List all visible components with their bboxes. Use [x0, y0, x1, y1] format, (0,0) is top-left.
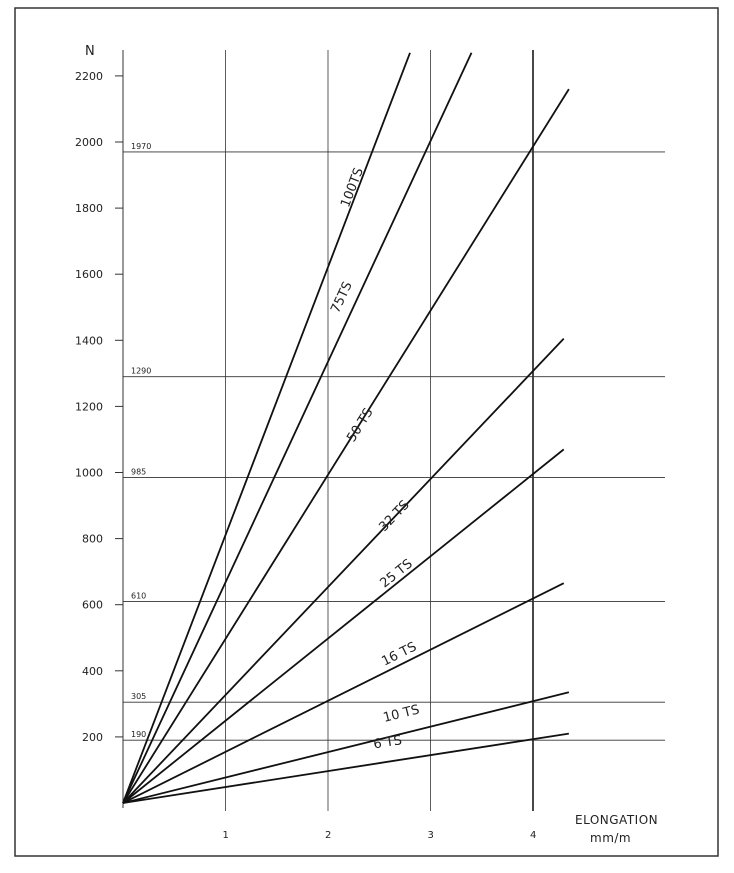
series-line — [122, 448, 565, 804]
reference-lines-layer: 1970 1290 985 610 305 190 — [123, 142, 665, 741]
y-tick-label: 1600 — [75, 268, 103, 281]
reference-line-label: 985 — [131, 467, 146, 476]
series-line — [122, 691, 570, 804]
y-tick-label: 1400 — [75, 334, 103, 347]
reference-line-label: 1970 — [131, 142, 151, 151]
series-line — [122, 732, 570, 804]
y-tick-label: 400 — [82, 665, 103, 678]
y-tick-label: 200 — [82, 731, 103, 744]
y-tick-label: 800 — [82, 533, 103, 546]
reference-line-label: 305 — [131, 692, 146, 701]
grid-layer — [225, 50, 534, 811]
y-tick-label: 1000 — [75, 467, 103, 480]
reference-line-label: 610 — [131, 591, 146, 600]
x-axis-title-line2: mm/m — [590, 831, 631, 845]
series-line — [122, 52, 473, 804]
x-tick-label: 2 — [325, 830, 331, 841]
reference-line-label: 1290 — [131, 367, 151, 376]
y-tick-label: 600 — [82, 599, 103, 612]
series-line — [122, 88, 570, 804]
x-axis-title-line1: ELONGATION — [575, 813, 658, 827]
x-tick-label: 1 — [223, 830, 229, 841]
y-tick-label: 1200 — [75, 400, 103, 413]
series-line — [122, 52, 411, 804]
series-label: 6 TS — [372, 733, 403, 752]
reference-line-label: 190 — [131, 730, 146, 739]
axis-layer: 1 2 3 4 200 400 600 800 1000 1200 1400 1600 1800 2000… — [75, 50, 536, 841]
y-tick-label: 2000 — [75, 136, 103, 149]
x-tick-label: 3 — [428, 830, 434, 841]
x-tick-label: 4 — [530, 830, 536, 841]
y-tick-label: 2200 — [75, 70, 103, 83]
outer-frame — [14, 7, 719, 857]
y-tick-label: 1800 — [75, 202, 103, 215]
series-line — [122, 582, 565, 804]
y-unit-label: N — [85, 44, 95, 59]
series-line — [122, 338, 565, 804]
